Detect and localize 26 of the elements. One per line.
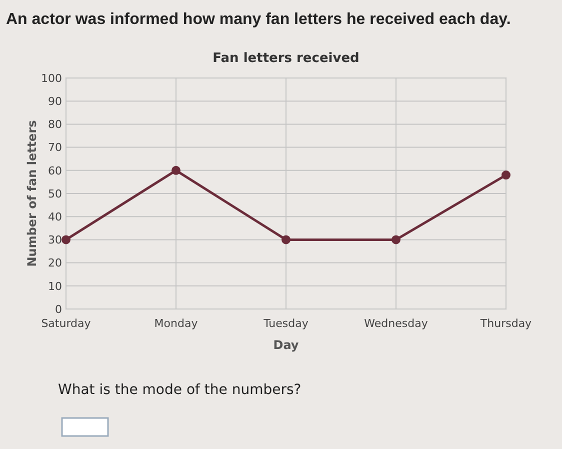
y-tick-label: 40 — [48, 210, 62, 224]
chart-subtitle: An actor was informed how many fan letters he received each day. — [6, 11, 511, 28]
y-tick-label: 80 — [48, 118, 62, 132]
point — [62, 235, 70, 244]
y-axis-title: Number of fan letters — [25, 120, 39, 267]
chart-title: Fan letters received — [212, 51, 360, 66]
point — [282, 235, 290, 244]
y-tick-label: 60 — [48, 164, 62, 178]
point — [172, 166, 180, 175]
x-tick-label: Wednesday — [364, 317, 428, 330]
point — [502, 170, 510, 180]
y-tick-label: 20 — [48, 256, 62, 270]
text: What is the mode of the numbers? — [58, 382, 302, 398]
y-tick-label: 70 — [48, 141, 62, 154]
y-tick-label: 90 — [48, 94, 62, 108]
x-tick-label: Tuesday — [262, 317, 309, 330]
x-axis-title: Day — [273, 338, 299, 352]
y-tick-label: 0 — [55, 302, 62, 316]
x-tick-label: Thursday — [479, 317, 532, 330]
y-tick-label: 30 — [48, 234, 62, 247]
x-tick-label: Monday — [154, 317, 198, 330]
point — [392, 235, 400, 244]
x-tick-label: Saturday — [41, 317, 92, 330]
y-tick-label: 100 — [41, 72, 62, 85]
y-tick-label: 50 — [48, 187, 62, 200]
y-tick-label: 10 — [48, 280, 62, 293]
